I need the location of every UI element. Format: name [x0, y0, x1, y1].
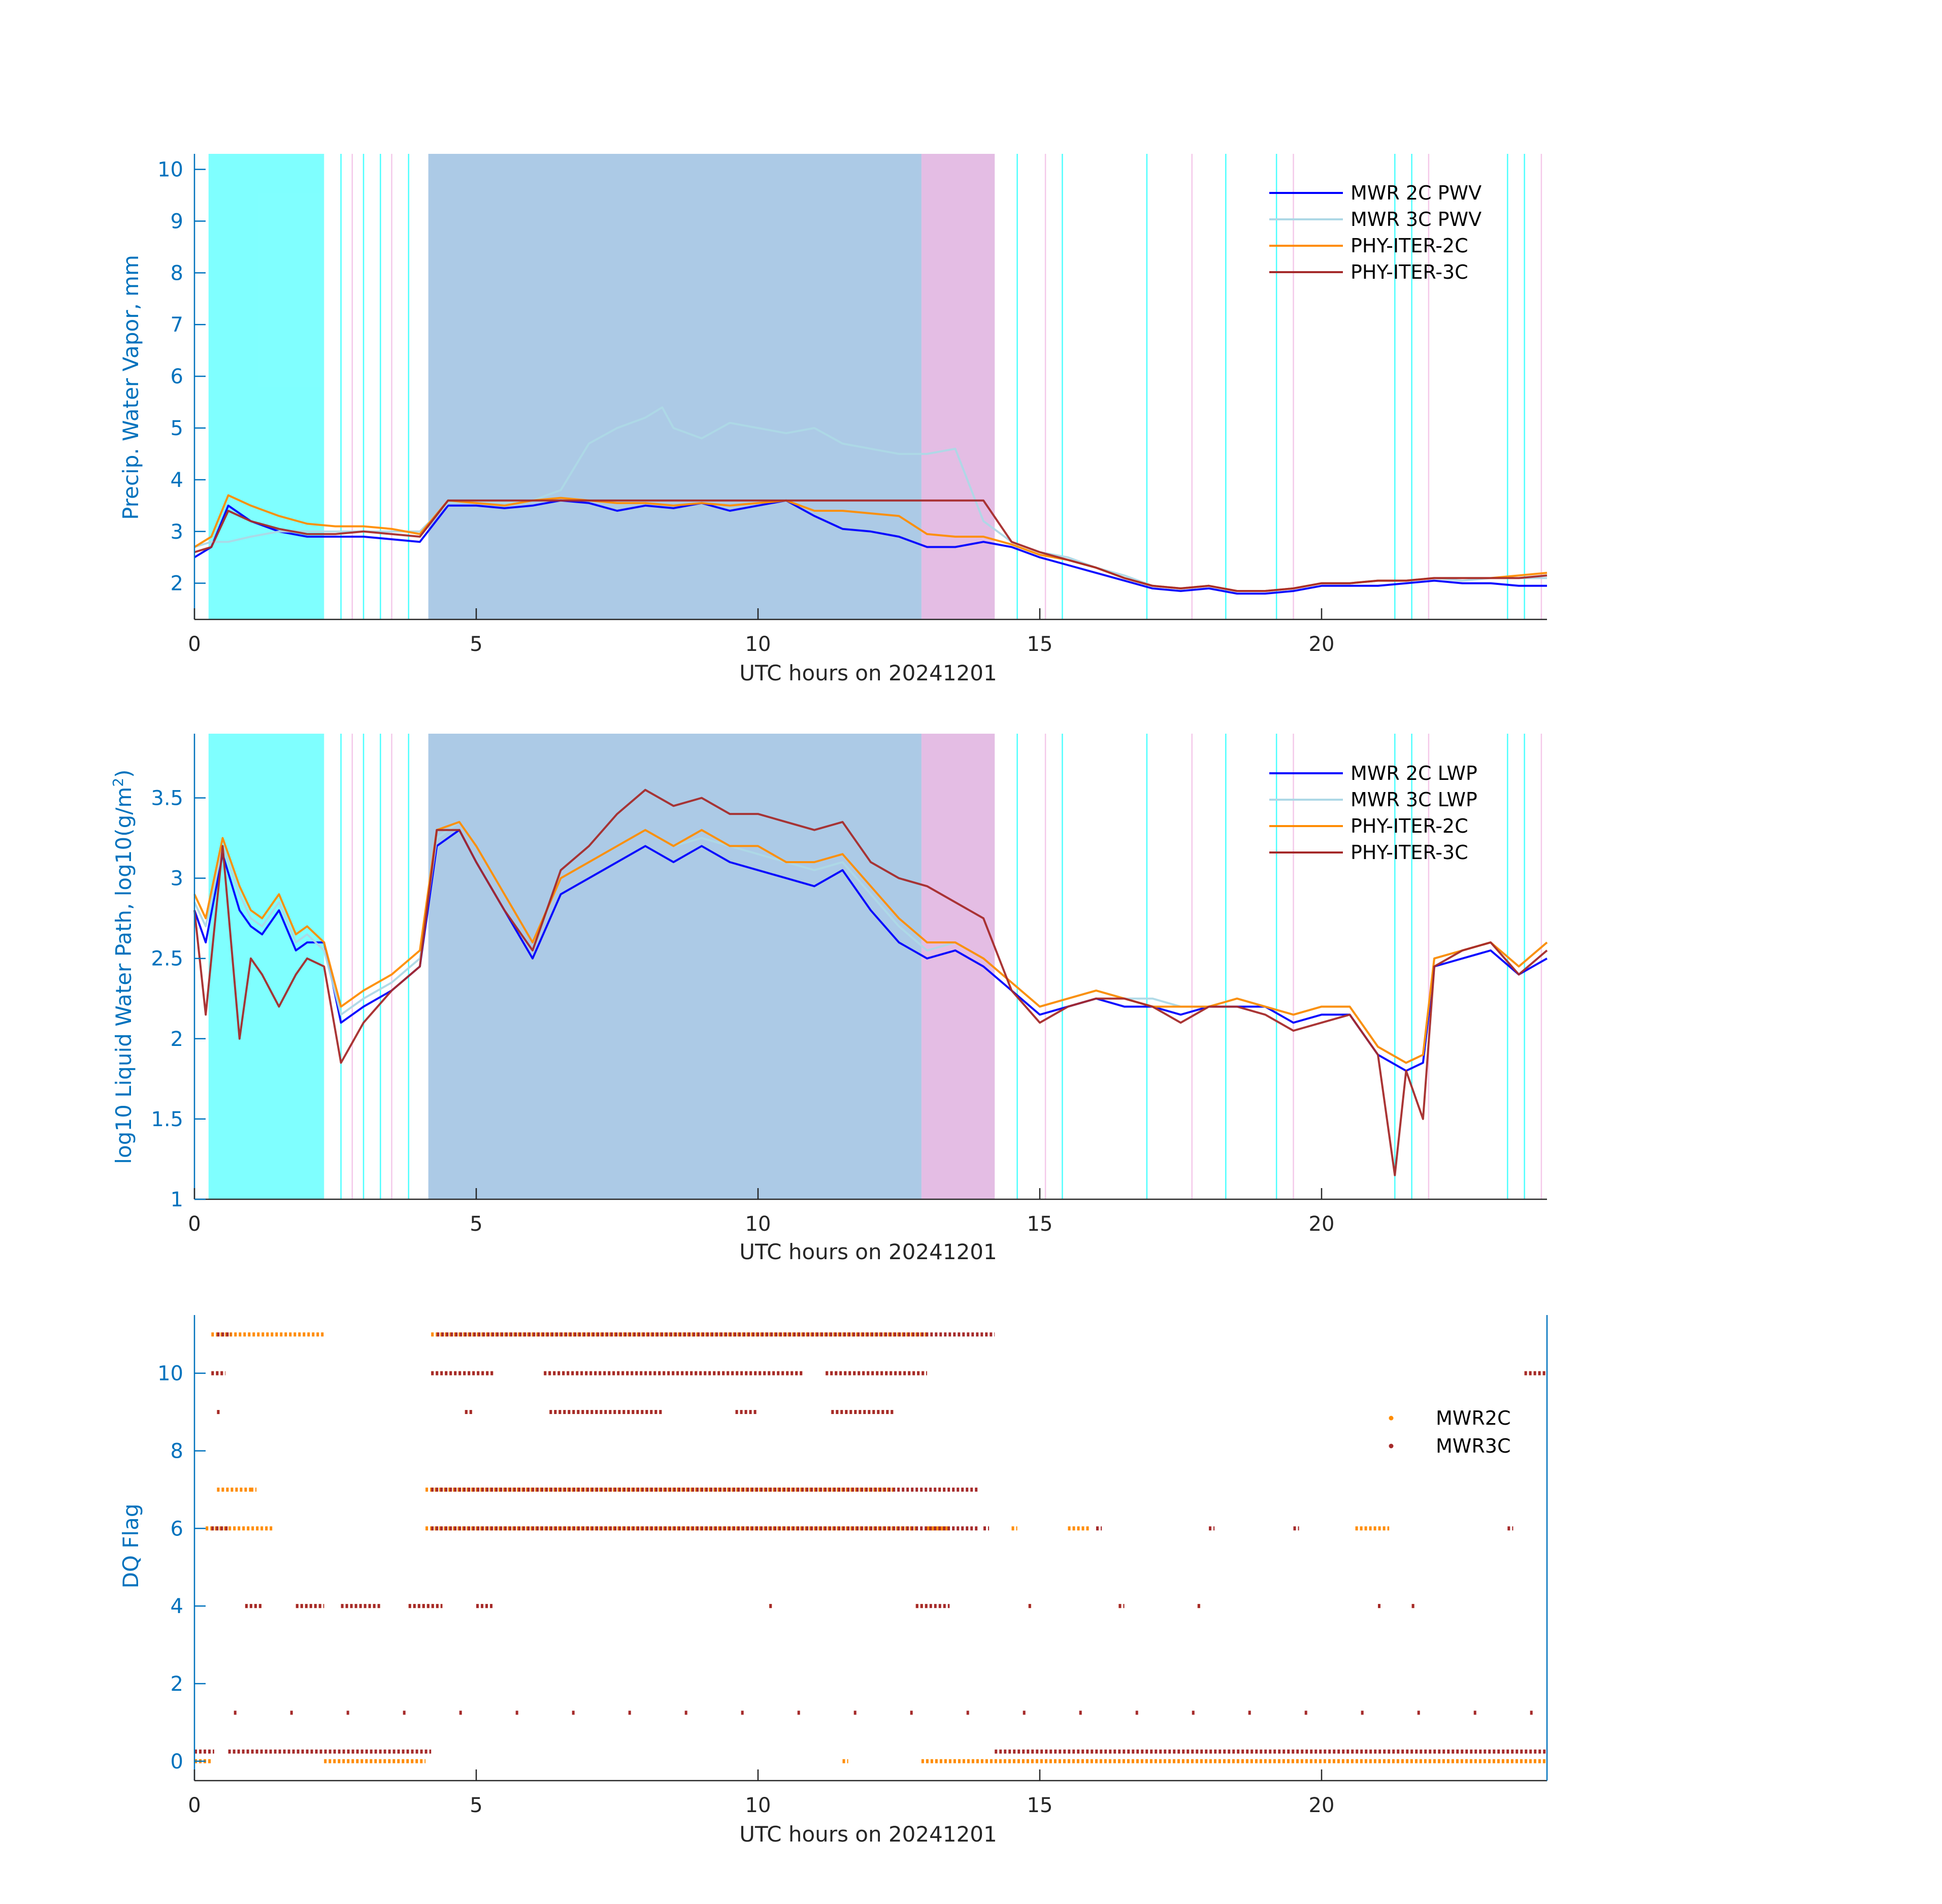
- dq-y-tick-label-0: 0: [171, 1750, 183, 1774]
- pwv-x-tick-label-20: 20: [1309, 633, 1335, 656]
- pwv-y-axis-label: Precip. Water Vapor, mm: [118, 255, 143, 520]
- pwv-x-axis-label: UTC hours on 20241201: [739, 661, 997, 685]
- lwp-x-tick-label-10: 10: [745, 1212, 771, 1236]
- dq-x-tick-label-5: 5: [470, 1794, 482, 1817]
- pwv-legend-label-2: PHY-ITER-2C: [1351, 235, 1468, 257]
- pwv-y-tick-label-4: 4: [171, 469, 183, 492]
- lwp-y-tick-label-2.5: 2.5: [151, 947, 183, 971]
- dq-y-tick-label-10: 10: [157, 1362, 183, 1386]
- pwv-y-tick-label-10: 10: [157, 158, 183, 182]
- lwp-y-axis-label-main: log10 Liquid Water Path, log10(g/m: [111, 787, 136, 1164]
- pwv-y-tick-label-6: 6: [171, 365, 183, 388]
- lwp-x-tick-label-5: 5: [470, 1212, 482, 1236]
- dq-flag-panel: 0 5 10 15 20 0 2 4 6 8 10 MWR2C MWR3C UTC hours on …: [118, 1315, 1548, 1847]
- dq-y-tick-label-2: 2: [171, 1672, 183, 1696]
- pwv-y-tick-label-9: 9: [171, 210, 183, 233]
- lwp-y-tick-label-1: 1: [171, 1188, 183, 1211]
- lwp-legend-label-2: PHY-ITER-2C: [1351, 815, 1468, 837]
- pwv-y-tick-label-7: 7: [171, 313, 183, 337]
- lwp-legend-label-3: PHY-ITER-3C: [1351, 841, 1468, 864]
- lwp-y-tick-label-2: 2: [171, 1028, 183, 1051]
- lwp-shade-cyan-0: [208, 734, 324, 1199]
- pwv-legend-label-1: MWR 3C PWV: [1351, 208, 1482, 231]
- dq-y-tick-label-6: 6: [171, 1517, 183, 1540]
- pwv-legend: MWR 2C PWV MWR 3C PWV PHY-ITER-2C PHY-ITER-…: [1269, 182, 1482, 283]
- lwp-shade-blue-1: [428, 734, 921, 1199]
- dq-y-tick-label-4: 4: [171, 1595, 183, 1618]
- pwv-x-tick-label-0: 0: [188, 633, 201, 656]
- lwp-y-axis-label: log10 Liquid Water Path, log10(g/m2): [110, 769, 136, 1164]
- lwp-x-tick-label-15: 15: [1027, 1212, 1053, 1236]
- dq-x-axis-label: UTC hours on 20241201: [739, 1822, 997, 1847]
- pwv-x-tick-label-10: 10: [745, 633, 771, 656]
- pwv-series-mwr-2c-pwv: [193, 499, 1547, 595]
- lwp-legend-label-0: MWR 2C LWP: [1351, 762, 1477, 784]
- dq-y-axis-label: DQ Flag: [118, 1504, 143, 1589]
- pwv-y-tick-label-2: 2: [171, 572, 183, 596]
- dq-legend-marker-1: [1389, 1443, 1394, 1449]
- pwv-y-tick-label-8: 8: [171, 261, 183, 285]
- lwp-series-phy-iter-2c: [193, 820, 1548, 1064]
- lwp-legend-label-1: MWR 3C LWP: [1351, 789, 1477, 811]
- dq-y-tick-label-8: 8: [171, 1439, 183, 1463]
- pwv-legend-label-0: MWR 2C PWV: [1351, 182, 1482, 204]
- lwp-y-axis-label-end: ): [111, 769, 136, 777]
- pwv-x-tick-label-15: 15: [1027, 633, 1053, 656]
- dq-legend-marker-0: [1389, 1416, 1394, 1421]
- dq-x-tick-label-15: 15: [1027, 1794, 1053, 1817]
- lwp-x-axis-label: UTC hours on 20241201: [739, 1239, 997, 1264]
- lwp-y-tick-label-1.5: 1.5: [151, 1108, 183, 1131]
- dq-x-tick-label-0: 0: [188, 1794, 201, 1817]
- pwv-y-tick-label-5: 5: [171, 417, 183, 440]
- dq-legend-label-0: MWR2C: [1436, 1407, 1510, 1429]
- lwp-x-tick-label-0: 0: [188, 1212, 201, 1236]
- lwp-legend: MWR 2C LWP MWR 3C LWP PHY-ITER-2C PHY-ITER-…: [1269, 762, 1477, 864]
- dq-x-tick-label-10: 10: [745, 1794, 771, 1817]
- lwp-y-tick-label-3: 3: [171, 867, 183, 891]
- pwv-shade-cyan-0: [208, 154, 324, 619]
- pwv-shade-blue-1: [428, 154, 921, 619]
- lwp-series-phy-iter-3c: [193, 789, 1548, 1176]
- dq-legend-label-1: MWR3C: [1436, 1435, 1510, 1457]
- lwp-x-tick-label-20: 20: [1309, 1212, 1335, 1236]
- dq-x-tick-label-20: 20: [1309, 1794, 1335, 1817]
- dq-legend: MWR2C MWR3C: [1389, 1407, 1510, 1457]
- pwv-y-tick-label-3: 3: [171, 520, 183, 544]
- pwv-legend-label-3: PHY-ITER-3C: [1351, 261, 1468, 283]
- lwp-y-tick-label-3.5: 3.5: [151, 786, 183, 810]
- pwv-shade-magenta-2: [921, 154, 995, 619]
- pwv-series-phy-iter-3c: [194, 499, 1548, 592]
- lwp-y-axis-label-sup: 2: [110, 778, 126, 787]
- pwv-x-tick-label-5: 5: [470, 633, 482, 656]
- lwp-panel: 0 5 10 15 20 1 1.5 2 2.5 3 3.5 MWR 2C LWP MWR 3C LW…: [110, 734, 1548, 1264]
- pwv-panel: 0 5 10 15 20 2 3 4 5 6 7 8 9 10 MWR 2C PWV MWR 3C PWV P…: [118, 154, 1548, 685]
